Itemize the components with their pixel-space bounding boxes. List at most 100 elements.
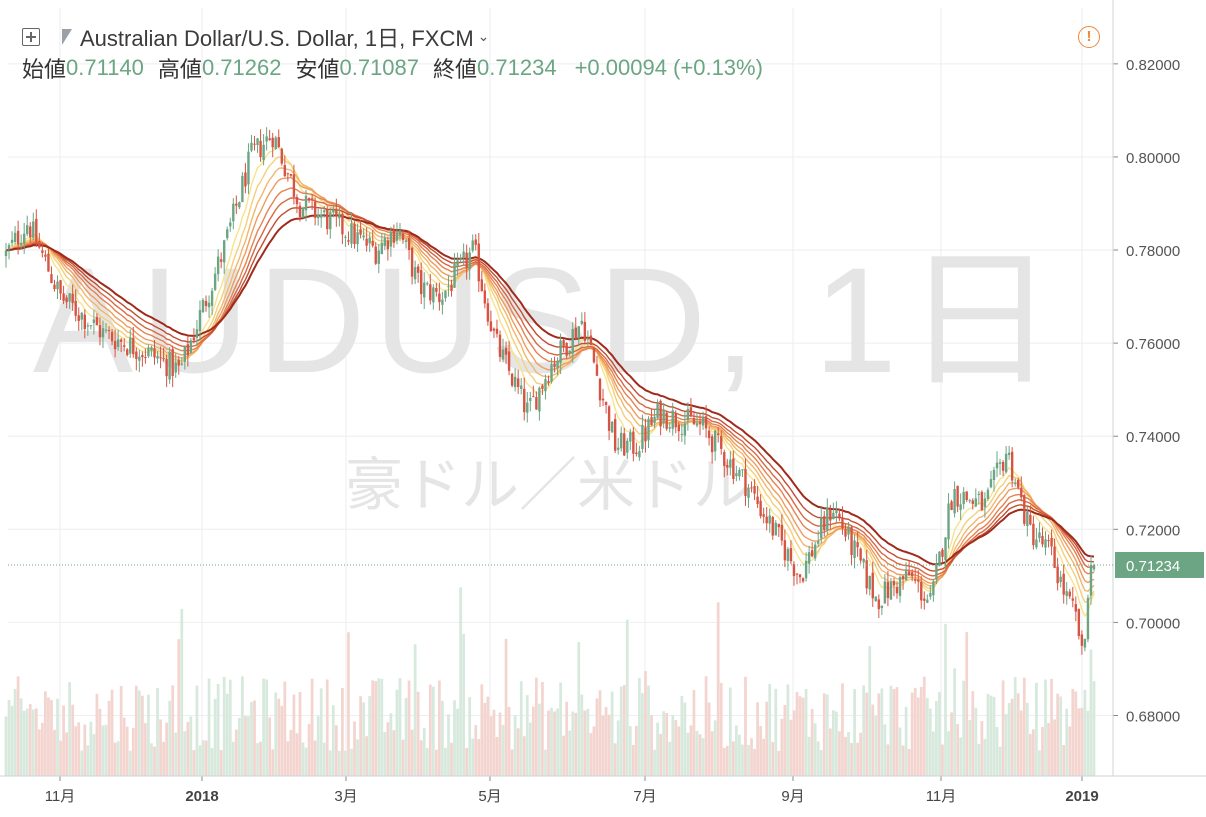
candle bbox=[86, 322, 90, 336]
candle bbox=[547, 375, 550, 386]
volume-bar bbox=[210, 748, 214, 776]
candle-body bbox=[16, 230, 20, 245]
candle-body bbox=[1056, 566, 1059, 584]
volume-bar bbox=[689, 725, 693, 776]
candle bbox=[262, 134, 265, 166]
volume-bar bbox=[156, 688, 159, 776]
x-tick-label: 2018 bbox=[185, 788, 218, 805]
symbol-title[interactable]: Australian Dollar/U.S. Dollar, 1日, FXCM bbox=[80, 26, 474, 51]
candle bbox=[623, 427, 626, 456]
volume-bar bbox=[910, 692, 914, 776]
volume-bar bbox=[71, 704, 75, 776]
candle-body bbox=[374, 246, 377, 264]
volume-bar bbox=[1092, 681, 1096, 776]
candle bbox=[929, 585, 932, 600]
volume-bar bbox=[147, 694, 150, 776]
chevron-down-icon[interactable]: ⌄ bbox=[477, 27, 490, 44]
candle bbox=[419, 262, 423, 304]
candle bbox=[644, 418, 647, 453]
alert-icon[interactable]: ! bbox=[1078, 26, 1100, 48]
candle-body bbox=[232, 203, 235, 222]
volume-bar bbox=[89, 721, 93, 776]
candle bbox=[804, 552, 808, 582]
candle bbox=[16, 220, 20, 255]
candle-body bbox=[977, 493, 981, 495]
flag-icon[interactable] bbox=[62, 29, 72, 45]
volume-bar bbox=[986, 693, 990, 776]
volume-bar bbox=[234, 729, 238, 776]
candle-body bbox=[1074, 604, 1078, 612]
volume-bar bbox=[580, 694, 584, 776]
candle bbox=[198, 300, 202, 341]
volume-bar bbox=[922, 676, 926, 776]
volume-bar bbox=[274, 692, 278, 776]
candle-body bbox=[247, 151, 250, 185]
candle bbox=[80, 311, 83, 331]
candle-body bbox=[1020, 487, 1023, 498]
candle bbox=[638, 445, 641, 461]
volume-bar bbox=[801, 697, 805, 776]
candle-body bbox=[974, 498, 978, 507]
candle bbox=[926, 594, 929, 604]
volume-bar bbox=[928, 708, 932, 776]
close-label: 終値 bbox=[433, 57, 478, 82]
x-tick-label: 3月 bbox=[334, 788, 357, 805]
candle-body bbox=[271, 137, 274, 148]
volume-bar bbox=[207, 678, 211, 776]
candle-body bbox=[107, 330, 111, 332]
volume-bar bbox=[7, 699, 11, 776]
volume-bar bbox=[898, 727, 902, 776]
candle-body bbox=[110, 331, 114, 342]
candle-body bbox=[668, 427, 671, 429]
candle-body bbox=[547, 381, 550, 383]
add-symbol-icon[interactable] bbox=[22, 28, 40, 46]
candle bbox=[850, 525, 853, 566]
volume-bar bbox=[19, 698, 23, 776]
candle-body bbox=[926, 599, 929, 603]
volume-bar bbox=[950, 712, 953, 776]
volume-bar bbox=[538, 703, 541, 776]
volume-bar bbox=[604, 707, 608, 776]
candle-body bbox=[750, 487, 753, 489]
volume-bar bbox=[195, 685, 199, 776]
volume-bar bbox=[756, 702, 759, 776]
candle bbox=[759, 494, 762, 519]
volume-bar bbox=[137, 690, 141, 776]
ohlc-values: 始値 0.71140 高値 0.71262 安値 0.71087 終値 0.71… bbox=[22, 53, 763, 83]
volume-bar bbox=[410, 729, 414, 776]
candle-body bbox=[810, 550, 814, 557]
volume-bar bbox=[1038, 750, 1041, 776]
volume-bar bbox=[804, 689, 808, 776]
candle bbox=[962, 487, 965, 510]
candle-body bbox=[386, 240, 390, 250]
candle-body bbox=[959, 504, 962, 510]
volume-bar bbox=[256, 743, 259, 776]
candle-body bbox=[883, 581, 887, 604]
candle bbox=[826, 498, 829, 535]
volume-bar bbox=[204, 740, 208, 776]
candle bbox=[489, 310, 493, 332]
candle bbox=[132, 326, 135, 358]
candle bbox=[989, 470, 993, 489]
volume-bar bbox=[719, 682, 723, 776]
candle bbox=[344, 235, 347, 247]
candle-body bbox=[1004, 453, 1008, 473]
candle bbox=[356, 223, 359, 252]
candle bbox=[789, 540, 793, 565]
candle bbox=[689, 398, 693, 418]
candle-body bbox=[447, 286, 450, 288]
candle bbox=[732, 450, 735, 485]
volume-bar bbox=[322, 742, 326, 776]
candle bbox=[459, 254, 462, 263]
candle bbox=[723, 449, 726, 478]
volume-bar bbox=[1044, 679, 1047, 776]
candle bbox=[171, 345, 174, 388]
candle-body bbox=[1050, 537, 1053, 547]
y-tick-label: 0.80000 bbox=[1126, 150, 1180, 167]
volume-bar bbox=[1056, 693, 1059, 776]
candle-body bbox=[965, 491, 968, 500]
volume-bar bbox=[438, 680, 441, 776]
volume-bar bbox=[474, 725, 478, 776]
